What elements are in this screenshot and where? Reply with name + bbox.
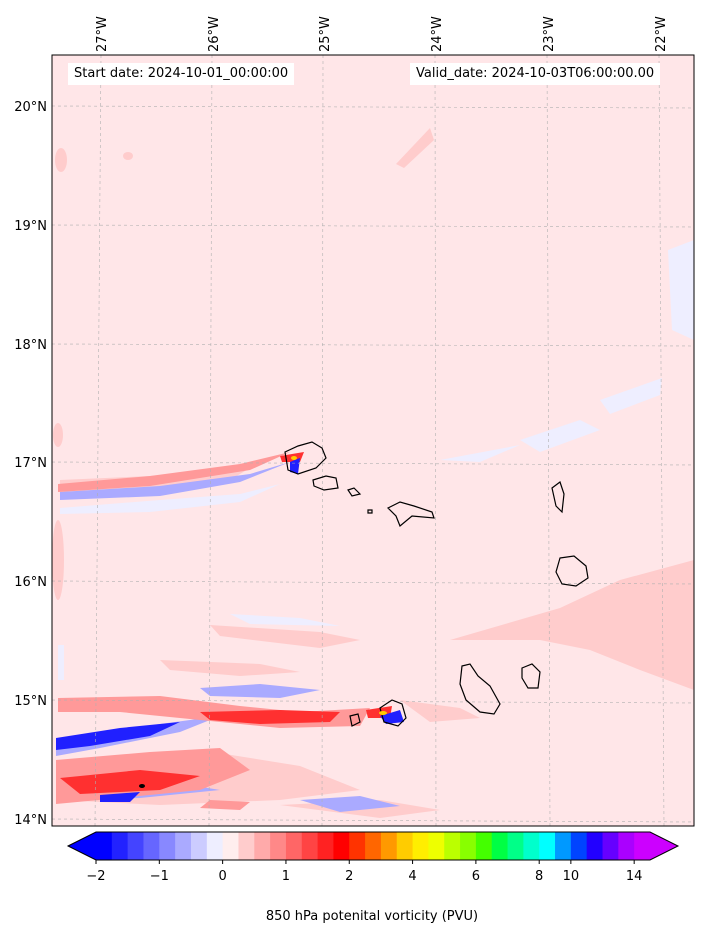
map-area bbox=[52, 55, 694, 826]
colorbar-segment bbox=[254, 832, 271, 860]
colorbar-segment bbox=[491, 832, 509, 860]
lat-tick-label: 16°N bbox=[14, 575, 47, 590]
colorbar-tick-label: 14 bbox=[626, 869, 643, 884]
colorbar-segment bbox=[301, 832, 319, 860]
graticule bbox=[52, 55, 694, 826]
lon-tick-label: 23°W bbox=[542, 16, 557, 52]
colorbar-extend-min bbox=[68, 832, 96, 860]
pv-light-blue-patches bbox=[58, 240, 694, 680]
colorbar-segment bbox=[634, 832, 651, 860]
colorbar-tick-label: 10 bbox=[563, 869, 580, 884]
island-santiago bbox=[459, 663, 501, 715]
island-raso bbox=[367, 509, 373, 514]
colorbar-segment bbox=[143, 832, 160, 860]
lon-tick-label: 22°W bbox=[654, 16, 669, 52]
island-maio bbox=[521, 663, 541, 689]
lat-tick-label: 15°N bbox=[14, 694, 47, 709]
colorbar-tick-label: 2 bbox=[345, 869, 353, 884]
colorbar-segment bbox=[539, 832, 556, 860]
colorbar-segment bbox=[349, 832, 366, 860]
colorbar-segment bbox=[222, 832, 239, 860]
colorbar-segment bbox=[111, 832, 129, 860]
island-santo-antao bbox=[284, 441, 327, 475]
colorbar-segment bbox=[555, 832, 572, 860]
colorbar-segment bbox=[428, 832, 445, 860]
colorbar-tick-label: −2 bbox=[86, 869, 105, 884]
lat-tick-label: 19°N bbox=[14, 219, 47, 234]
lon-tick-label: 27°W bbox=[95, 16, 110, 52]
colorbar-segment bbox=[507, 832, 524, 860]
longitude-labels: 27°W 26°W 25°W 24°W 23°W 22°W bbox=[95, 16, 669, 52]
colorbar-tick-label: 4 bbox=[408, 869, 416, 884]
colorbar-segment bbox=[570, 832, 588, 860]
colorbar-segment bbox=[159, 832, 176, 860]
island-santa-luzia bbox=[347, 487, 362, 497]
colorbar-segment bbox=[380, 832, 398, 860]
colorbar-segment bbox=[365, 832, 382, 860]
colorbar-segment bbox=[127, 832, 144, 860]
colorbar bbox=[66, 831, 680, 861]
pv-dark-spot bbox=[139, 784, 145, 788]
colorbar-segment bbox=[412, 832, 429, 860]
colorbar-segment bbox=[618, 832, 635, 860]
colorbar-segment bbox=[602, 832, 619, 860]
lat-tick-label: 18°N bbox=[14, 338, 47, 353]
colorbar-tick-label: 6 bbox=[472, 869, 480, 884]
lat-tick-label: 14°N bbox=[14, 813, 47, 828]
colorbar-ticks: −2 −1 0 1 2 4 6 8 10 14 bbox=[86, 860, 642, 884]
colorbar-segment bbox=[460, 832, 477, 860]
start-date-label: Start date: 2024-10-01_00:00:00 bbox=[68, 63, 295, 85]
colorbar-tick-label: 0 bbox=[218, 869, 226, 884]
colorbar-tick-label: 1 bbox=[282, 869, 290, 884]
colorbar-segment bbox=[285, 832, 303, 860]
colorbar-segment bbox=[238, 832, 255, 860]
colorbar-segment bbox=[444, 832, 461, 860]
lat-tick-label: 17°N bbox=[14, 456, 47, 471]
island-sao-vicente bbox=[312, 475, 339, 491]
pv-hotspot-santo-antao bbox=[291, 456, 297, 460]
valid-date-label: Valid_date: 2024-10-03T06:00:00.00 bbox=[410, 63, 661, 85]
lon-tick-label: 24°W bbox=[430, 16, 445, 52]
colorbar-tick-label: 8 bbox=[535, 869, 543, 884]
colorbar-segment bbox=[190, 832, 208, 860]
lon-tick-label: 26°W bbox=[207, 16, 222, 52]
colorbar-segment bbox=[206, 832, 224, 860]
colorbar-segment bbox=[317, 832, 334, 860]
island-sao-nicolau bbox=[386, 501, 435, 527]
island-boa-vista bbox=[555, 555, 589, 587]
colorbar-segment bbox=[96, 832, 113, 860]
lat-tick-label: 20°N bbox=[14, 100, 47, 115]
latitude-labels: 14°N 15°N 16°N 17°N 18°N 19°N 20°N bbox=[14, 100, 47, 828]
coastlines bbox=[284, 441, 589, 727]
colorbar-segment bbox=[523, 832, 540, 860]
colorbar-segment bbox=[396, 832, 414, 860]
colorbar-label: 850 hPa potenital vorticity (PVU) bbox=[266, 909, 478, 924]
map-frame bbox=[51, 54, 695, 827]
island-fogo bbox=[379, 699, 407, 727]
colorbar-segment bbox=[270, 832, 287, 860]
colorbar-segment bbox=[586, 832, 604, 860]
pv-hotspot-fogo bbox=[379, 711, 387, 715]
island-sal bbox=[551, 481, 565, 514]
colorbar-tick-label: −1 bbox=[150, 869, 169, 884]
lon-tick-label: 25°W bbox=[318, 16, 333, 52]
colorbar-segment bbox=[475, 832, 493, 860]
colorbar-segment bbox=[175, 832, 192, 860]
colorbar-segment bbox=[333, 832, 350, 860]
island-brava bbox=[349, 713, 361, 727]
colorbar-extend-max bbox=[650, 832, 678, 860]
pv-strong-blue-bands bbox=[56, 458, 404, 802]
